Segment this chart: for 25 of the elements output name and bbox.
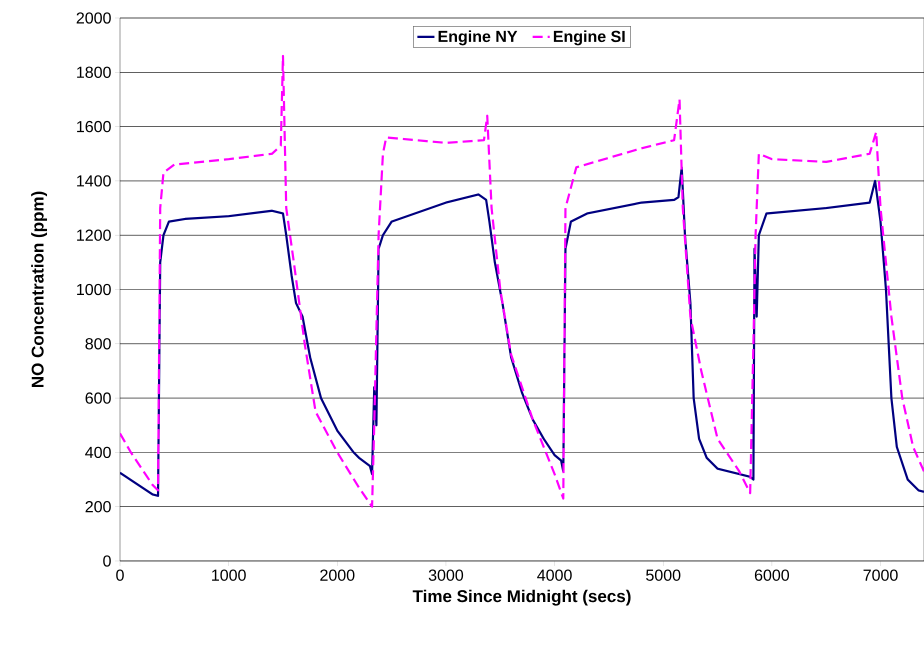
y-tick-label: 200 (86, 501, 111, 512)
x-axis-title: Time Since Midnight (secs) (412, 590, 631, 606)
y-tick-label: 1200 (77, 230, 111, 241)
x-tick-label: 3000 (428, 570, 464, 581)
y-tick-label: 1000 (77, 284, 111, 296)
x-tick-label: 0 (116, 570, 124, 581)
y-axis-title: NO Concentration (ppm) (31, 192, 48, 388)
line-series (120, 54, 924, 508)
y-tick-label: 2000 (76, 12, 111, 24)
x-tick-label: 2000 (320, 570, 354, 581)
x-tick-label: 1000 (212, 570, 246, 581)
legend-label: Engine NY (438, 30, 518, 46)
y-tick-label: 400 (85, 446, 111, 458)
line-series (120, 166, 924, 497)
legend-label: Engine SI (554, 30, 625, 46)
y-tick-label: 1400 (77, 175, 111, 187)
y-tick-label: 800 (85, 338, 111, 350)
x-tick-label: 5000 (646, 570, 680, 581)
x-tick-label: 7000 (864, 570, 898, 581)
y-tick-label: 1800 (77, 66, 111, 78)
x-tick-label: 4000 (537, 570, 572, 581)
y-tick-label: 1600 (77, 120, 111, 132)
x-tick-label: 6000 (754, 570, 790, 581)
y-tick-label: 0 (103, 555, 111, 567)
y-tick-label: 600 (86, 392, 111, 404)
